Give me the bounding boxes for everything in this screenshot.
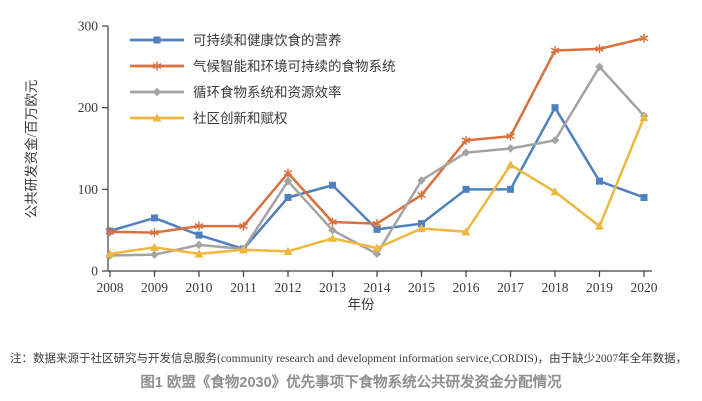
y-tick-label: 200 bbox=[78, 100, 99, 115]
note-text: 注：数据来源于社区研究与开发信息服务(community research an… bbox=[10, 353, 688, 365]
line-chart: 0 100 200 300 2008 2009 2010 2011 2012 2013 2014 20… bbox=[24, 19, 658, 313]
legend-item-3: 社区创新和赋权 bbox=[130, 110, 288, 126]
legend-label: 气候智能和环境可持续的食物系统 bbox=[193, 58, 396, 74]
series-1 bbox=[105, 33, 649, 238]
legend-item-2: 循环食物系统和资源效率 bbox=[130, 84, 342, 100]
y-tick-label: 100 bbox=[78, 182, 99, 197]
series-2 bbox=[105, 62, 649, 260]
legend-label: 循环食物系统和资源效率 bbox=[193, 84, 342, 100]
y-tick-label: 300 bbox=[78, 19, 99, 34]
series-3 bbox=[105, 112, 649, 258]
x-tick-label: 2020 bbox=[631, 280, 658, 295]
x-tick-label: 2019 bbox=[586, 280, 613, 295]
x-tick-label: 2016 bbox=[453, 280, 480, 295]
caption-text: 图1 欧盟《食物2030》优先事项下食物系统公共研发资金分配情况 bbox=[140, 375, 562, 391]
x-tick-label: 2014 bbox=[364, 280, 391, 295]
series-line-3 bbox=[108, 116, 646, 256]
series-0 bbox=[106, 104, 648, 253]
x-tick-label: 2009 bbox=[141, 280, 168, 295]
legend-label: 社区创新和赋权 bbox=[193, 110, 288, 126]
x-axis-title: 年份 bbox=[348, 297, 375, 312]
legend: 可持续和健康饮食的营养气候智能和环境可持续的食物系统循环食物系统和资源效率社区创… bbox=[130, 32, 396, 126]
y-axis-title: 公共研发资金/百万欧元 bbox=[24, 80, 39, 219]
y-tick-label: 0 bbox=[91, 264, 98, 279]
x-tick-label: 2011 bbox=[230, 280, 257, 295]
x-tick-label: 2010 bbox=[186, 280, 213, 295]
x-tick-label: 2015 bbox=[408, 280, 435, 295]
legend-item-1: 气候智能和环境可持续的食物系统 bbox=[130, 58, 396, 74]
x-tick-label: 2018 bbox=[542, 280, 569, 295]
legend-item-0: 可持续和健康饮食的营养 bbox=[130, 32, 342, 48]
x-tick-label: 2017 bbox=[497, 280, 524, 295]
legend-label: 可持续和健康饮食的营养 bbox=[193, 32, 342, 48]
x-tick-label: 2008 bbox=[97, 280, 124, 295]
x-tick-label: 2013 bbox=[319, 280, 346, 295]
x-tick-label: 2012 bbox=[275, 280, 302, 295]
